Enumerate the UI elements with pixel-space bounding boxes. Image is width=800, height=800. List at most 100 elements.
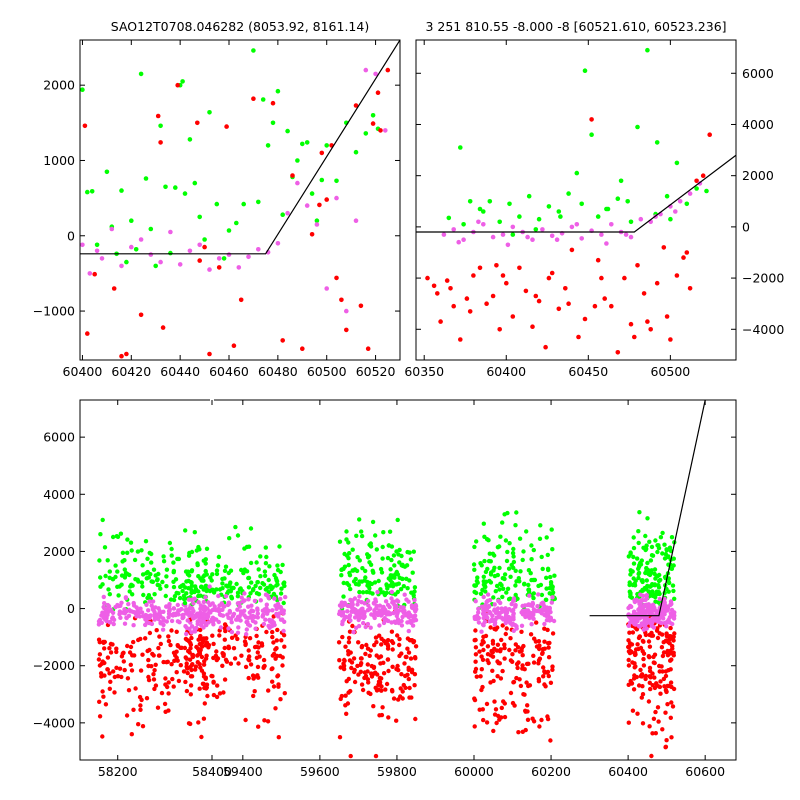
data-point [247, 636, 253, 641]
data-point [684, 250, 690, 255]
data-point [662, 542, 667, 547]
data-point [365, 598, 371, 604]
data-point [165, 684, 170, 690]
data-point [628, 572, 633, 577]
data-point [135, 549, 141, 554]
y-tick-label: 1000 [43, 153, 75, 168]
data-point [481, 222, 486, 227]
data-point [258, 554, 263, 559]
data-point [520, 653, 525, 658]
data-point [191, 608, 196, 614]
data-point [694, 186, 699, 191]
data-point [509, 562, 514, 568]
data-point [599, 232, 604, 237]
data-point [334, 178, 339, 184]
data-point [120, 559, 125, 564]
data-point [341, 594, 346, 599]
data-point [488, 570, 494, 575]
data-point [545, 669, 551, 675]
data-point [177, 595, 183, 601]
data-point [191, 601, 196, 606]
data-point [128, 540, 134, 545]
data-point [117, 666, 123, 671]
data-point [589, 117, 594, 122]
data-point [486, 660, 491, 666]
data-point [111, 617, 117, 622]
data-point [392, 563, 397, 568]
data-point [128, 584, 133, 589]
data-point [255, 606, 260, 611]
data-point [524, 529, 529, 534]
data-point [671, 588, 676, 594]
data-point [366, 690, 371, 695]
data-point [358, 662, 363, 668]
data-point [207, 602, 213, 608]
data-point [153, 263, 158, 269]
data-point [412, 616, 417, 621]
data-point [353, 103, 359, 108]
data-point [386, 715, 391, 720]
data-point [407, 578, 412, 583]
data-point [402, 661, 407, 666]
data-point [113, 574, 118, 580]
data-point [254, 560, 259, 565]
data-point [534, 620, 539, 625]
data-point [668, 337, 673, 342]
data-point [140, 584, 145, 589]
data-point [254, 644, 259, 649]
data-point [404, 654, 409, 660]
data-point [488, 611, 493, 616]
data-point [472, 724, 477, 729]
data-point [216, 256, 222, 261]
data-point [248, 662, 254, 667]
data-point [379, 636, 384, 641]
data-point [125, 537, 130, 542]
data-point [185, 670, 190, 676]
data-point [352, 679, 358, 685]
data-point [544, 575, 549, 580]
data-point [479, 604, 485, 609]
data-point [275, 674, 280, 679]
data-point [649, 568, 654, 573]
data-point [431, 283, 437, 289]
data-point [661, 608, 667, 613]
data-point [540, 227, 545, 232]
data-point [177, 608, 182, 613]
data-point [146, 657, 151, 663]
data-point [108, 679, 113, 684]
data-point [184, 656, 189, 661]
data-point [197, 242, 202, 248]
data-point [669, 700, 674, 705]
data-point [395, 617, 401, 622]
x-tick-label: 60400 [486, 364, 526, 379]
data-point [483, 602, 488, 608]
data-point [668, 680, 674, 685]
data-point [545, 714, 550, 719]
data-point [530, 237, 535, 242]
data-point [526, 582, 531, 588]
data-point [173, 577, 179, 582]
data-point [274, 646, 279, 651]
data-point [152, 686, 157, 692]
data-point [525, 234, 530, 240]
data-point [177, 262, 183, 267]
data-point [153, 683, 159, 688]
data-point [261, 582, 267, 587]
data-point [523, 727, 528, 733]
data-point [467, 199, 473, 204]
data-point [546, 275, 552, 281]
data-point [131, 707, 136, 712]
data-point [496, 598, 501, 604]
data-point [441, 232, 447, 237]
data-point [392, 575, 397, 580]
data-point [396, 552, 401, 557]
data-point [274, 638, 279, 643]
data-point [248, 526, 254, 531]
data-point [258, 574, 263, 579]
data-point [481, 608, 487, 614]
data-point [178, 663, 183, 668]
data-point [281, 628, 286, 634]
data-point [214, 201, 220, 207]
data-point [189, 630, 194, 635]
data-point [389, 687, 395, 693]
